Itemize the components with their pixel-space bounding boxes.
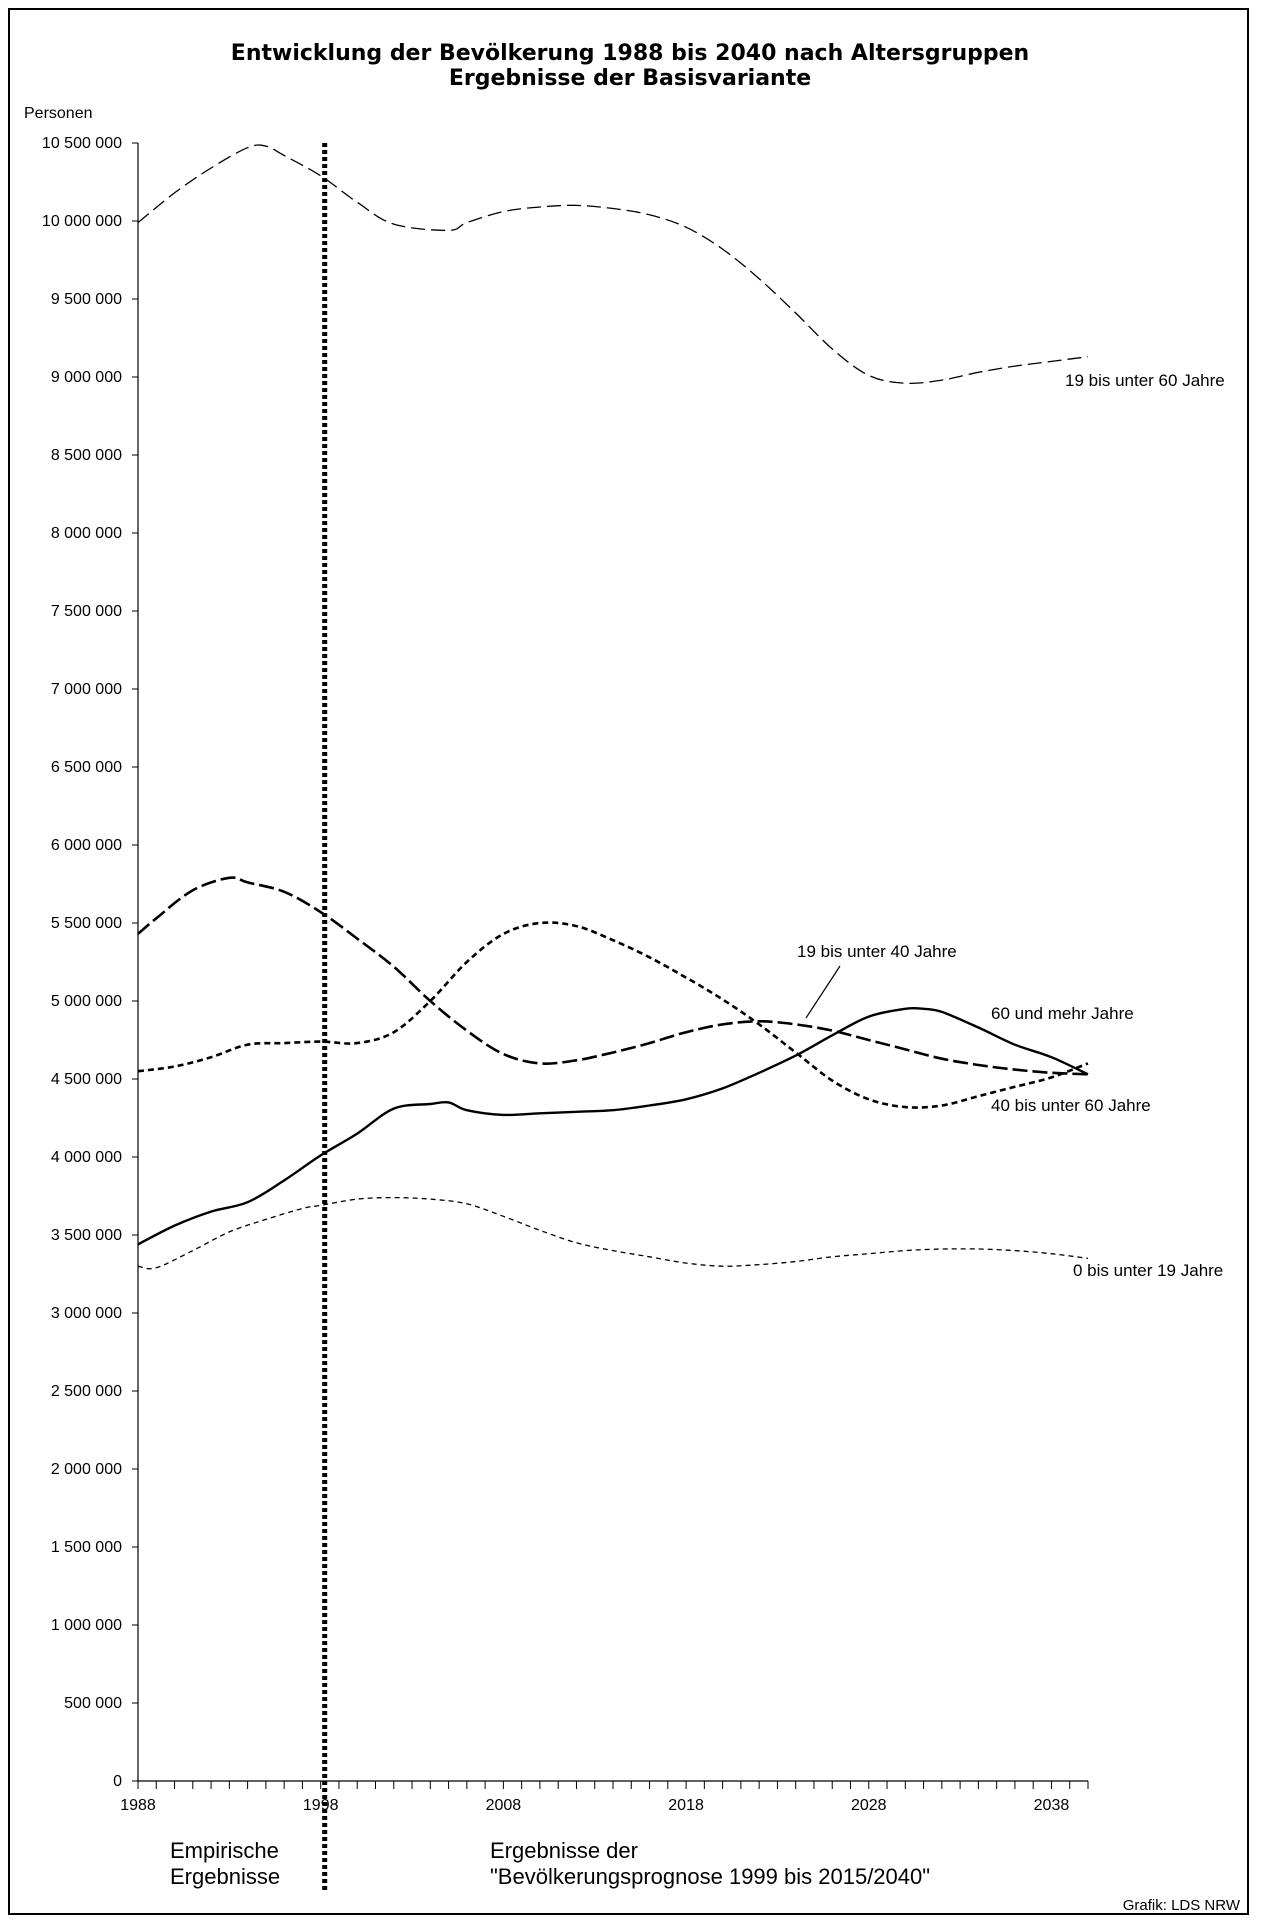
y-tick-label: 4 000 000 bbox=[51, 1149, 122, 1166]
empirical-note-line-2: Ergebnisse bbox=[170, 1864, 280, 1889]
y-tick-label: 500 000 bbox=[64, 1695, 122, 1712]
series-line bbox=[137, 1006, 1089, 1246]
series-line bbox=[137, 144, 1089, 385]
empirical-note-line-1: Empirische bbox=[170, 1838, 279, 1863]
y-tick-label: 10 000 000 bbox=[42, 213, 122, 230]
forecast-note-line-1: Ergebnisse der bbox=[490, 1838, 638, 1863]
y-tick-label: 2 500 000 bbox=[51, 1383, 122, 1400]
series-label: 19 bis unter 40 Jahre bbox=[797, 942, 957, 961]
series-labels-group: 19 bis unter 60 Jahre 19 bis unter 40 Jah… bbox=[797, 371, 1225, 1280]
x-tick-label: 2038 bbox=[1034, 1797, 1070, 1814]
series-label: 60 und mehr Jahre bbox=[991, 1004, 1134, 1023]
series-line bbox=[137, 921, 1089, 1109]
x-tick-label: 2018 bbox=[668, 1797, 704, 1814]
y-tick-label: 5 000 000 bbox=[51, 993, 122, 1010]
y-tick-label: 6 500 000 bbox=[51, 759, 122, 776]
y-tick-label: 3 500 000 bbox=[51, 1227, 122, 1244]
y-tick-label: 1 000 000 bbox=[51, 1617, 122, 1634]
y-tick-label: 7 000 000 bbox=[51, 681, 122, 698]
series-line bbox=[137, 1196, 1089, 1270]
y-tick-label: 0 bbox=[113, 1773, 122, 1790]
x-tick-label: 1998 bbox=[303, 1797, 339, 1814]
chart-subtitle: Ergebnisse der Basisvariante bbox=[449, 66, 811, 91]
y-tick-label: 9 500 000 bbox=[51, 291, 122, 308]
y-tick-label: 2 000 000 bbox=[51, 1461, 122, 1478]
x-tick-label: 2008 bbox=[486, 1797, 522, 1814]
y-tick-label: 5 500 000 bbox=[51, 915, 122, 932]
forecast-note-line-2: "Bevölkerungsprognose 1999 bis 2015/2040… bbox=[490, 1864, 930, 1889]
chart-title: Entwicklung der Bevölkerung 1988 bis 204… bbox=[231, 41, 1029, 66]
y-tick-label: 10 500 000 bbox=[42, 135, 122, 152]
x-tick-label: 1988 bbox=[120, 1797, 156, 1814]
series-label: 19 bis unter 60 Jahre bbox=[1065, 371, 1225, 390]
y-tick-label: 7 500 000 bbox=[51, 603, 122, 620]
y-tick-label: 4 500 000 bbox=[51, 1071, 122, 1088]
series-line bbox=[137, 876, 1089, 1076]
y-tick-label: 1 500 000 bbox=[51, 1539, 122, 1556]
y-tick-label: 8 500 000 bbox=[51, 447, 122, 464]
y-axis-label: Personen bbox=[24, 105, 93, 122]
y-tick-label: 6 000 000 bbox=[51, 837, 122, 854]
label-leader-line bbox=[805, 965, 841, 1019]
series-label: 40 bis unter 60 Jahre bbox=[991, 1096, 1151, 1115]
series-group bbox=[137, 144, 1089, 1270]
series-label: 0 bis unter 19 Jahre bbox=[1073, 1261, 1223, 1280]
y-tick-label: 3 000 000 bbox=[51, 1305, 122, 1322]
y-tick-label: 8 000 000 bbox=[51, 525, 122, 542]
chart-frame bbox=[8, 8, 1249, 1915]
axes-group: 0 500 000 1 000 000 1 500 000 2 000 000 2 500… bbox=[42, 135, 1089, 1890]
graphic-credit: Grafik: LDS NRW bbox=[1123, 1897, 1241, 1914]
x-tick-label: 2028 bbox=[851, 1797, 887, 1814]
y-tick-label: 9 000 000 bbox=[51, 369, 122, 386]
